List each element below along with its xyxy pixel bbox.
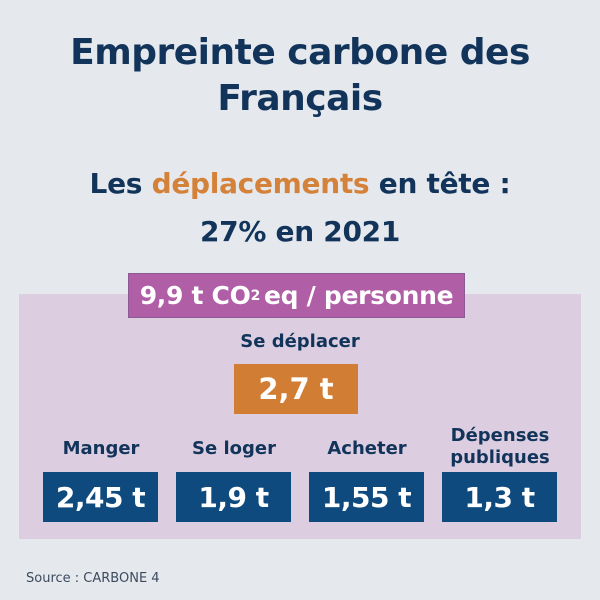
title-line-1: Empreinte carbone des [70, 32, 530, 73]
total-unit: eq / personne [264, 281, 454, 310]
category-label-acheter: Acheter [327, 438, 407, 459]
category-value-manger: 2,45 t [43, 472, 158, 522]
source-note: Source : CARBONE 4 [26, 571, 160, 586]
total-badge: 9,9 t CO 2 eq / personne [128, 273, 465, 318]
category-label-line-2: publiques [450, 447, 550, 468]
subtitle-suffix: en tête : [369, 167, 511, 200]
category-label-se-loger: Se loger [192, 438, 276, 459]
title-line-2: Français [217, 78, 383, 119]
subtitle: Les déplacements en tête : 27% en 2021 [0, 160, 600, 256]
lead-category-label: Se déplacer [240, 331, 360, 352]
category-value-acheter: 1,55 t [309, 472, 424, 522]
subtitle-highlight: déplacements [151, 167, 370, 200]
subtitle-line-1: Les déplacements en tête : [0, 160, 600, 208]
page-title: Empreinte carbone des Français [0, 30, 600, 122]
subtitle-prefix: Les [89, 167, 152, 200]
category-value-depenses-publiques: 1,3 t [442, 472, 557, 522]
category-value-se-loger: 1,9 t [176, 472, 291, 522]
category-label-depenses-publiques: Dépenses publiques [430, 425, 570, 469]
subtitle-line-2: 27% en 2021 [199, 215, 401, 248]
category-label-line-1: Dépenses [450, 425, 550, 446]
lead-category-value: 2,7 t [234, 364, 358, 414]
category-label-manger: Manger [62, 438, 140, 459]
co2-subscript: 2 [250, 287, 261, 304]
total-value: 9,9 t CO [139, 281, 251, 310]
